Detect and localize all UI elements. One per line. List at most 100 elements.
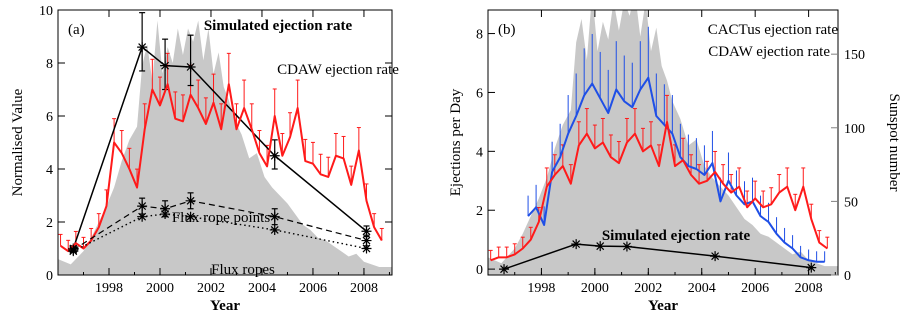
panel-letter: (a) xyxy=(68,22,85,38)
y2-tick-label: 50 xyxy=(844,195,858,210)
x-tick-label: 2002 xyxy=(634,281,662,296)
flux-ropes-line-marker xyxy=(137,211,148,222)
y2-axis-label: Sunspot number xyxy=(886,94,902,192)
y2-tick-label: 150 xyxy=(844,48,865,63)
y2-tick-label: 0 xyxy=(844,269,851,284)
flux-ropes-line-marker-glyph xyxy=(68,246,79,257)
sunspot-area xyxy=(58,20,392,275)
simulated-line-marker-glyph xyxy=(137,42,148,53)
flux-ropes-line-marker xyxy=(361,243,372,254)
x-tick-label: 2004 xyxy=(688,281,716,296)
y-tick-label: 2 xyxy=(46,216,53,231)
flux-rope-points-line-marker-glyph xyxy=(269,211,280,222)
plot-frame xyxy=(487,9,839,276)
simulated-line-marker xyxy=(621,241,632,252)
y-tick-label: 8 xyxy=(46,57,53,72)
cdaw-line xyxy=(59,83,383,253)
x-tick-label: 2004 xyxy=(248,281,276,296)
annotation-cdaw-ejection-rate: CDAW ejection rate xyxy=(708,44,830,60)
y-tick-label: 0 xyxy=(476,263,483,278)
y-tick-label: 8 xyxy=(476,28,483,43)
simulated-line-marker xyxy=(499,264,510,275)
y-axis-label: Normalised Value xyxy=(10,88,26,196)
simulated-line-marker xyxy=(571,239,582,250)
flux-ropes-line-marker-glyph xyxy=(137,211,148,222)
panel-letter: (b) xyxy=(498,22,516,38)
flux-ropes-line-marker-glyph xyxy=(361,243,372,254)
simulated-line-marker-glyph xyxy=(499,264,510,275)
annotation-flux-ropes: Flux ropes xyxy=(211,262,275,278)
cactus-line xyxy=(527,76,825,263)
y-tick-label: 10 xyxy=(39,4,53,19)
y-tick-label: 4 xyxy=(46,163,53,178)
annotation-flux-rope-points: Flux rope points xyxy=(172,210,270,226)
flux-ropes-line-marker xyxy=(185,211,196,222)
x-tick-label: 2000 xyxy=(146,281,174,296)
flux-rope-points-line-marker xyxy=(160,203,171,214)
x-axis-label: Year xyxy=(210,298,240,314)
simulated-line-marker xyxy=(160,60,171,71)
flux-ropes-line xyxy=(72,213,367,252)
flux-ropes-line-marker xyxy=(68,246,79,257)
x-tick-label: 2008 xyxy=(350,281,378,296)
y-tick-label: 4 xyxy=(476,145,483,160)
simulated-line-marker-glyph xyxy=(710,251,721,262)
simulated-line-marker xyxy=(595,241,606,252)
simulated-line xyxy=(72,46,367,249)
simulated-line-marker-glyph xyxy=(621,241,632,252)
flux-rope-points-line-marker xyxy=(361,235,372,246)
x-tick-label: 2006 xyxy=(299,281,327,296)
simulated-line-marker-glyph xyxy=(595,241,606,252)
plot-frame xyxy=(57,9,393,276)
simulated-line-marker-glyph xyxy=(185,61,196,72)
cdaw-line xyxy=(490,120,828,262)
simulated-line-marker xyxy=(710,251,721,262)
x-tick-label: 2002 xyxy=(197,281,225,296)
x-tick-label: 2008 xyxy=(795,281,823,296)
flux-rope-points-line-marker xyxy=(185,195,196,206)
annotation-simulated-ejection-rate: Simulated ejection rate xyxy=(602,228,751,244)
flux-ropes-line-marker xyxy=(269,224,280,235)
simulated-line-marker xyxy=(361,226,372,237)
simulated-line-marker-glyph xyxy=(571,239,582,250)
y-tick-label: 6 xyxy=(476,86,483,101)
flux-rope-points-line-marker xyxy=(137,201,148,212)
y2-tick-label: 100 xyxy=(844,122,865,137)
panel-a: 1998 2000 2002 2004 2006 2008 0 2 4 6 8 10 Year Norma… xyxy=(10,4,399,314)
flux-rope-points-line-marker xyxy=(269,211,280,222)
annotation-simulated-ejection-rate: Simulated ejection rate xyxy=(204,18,353,34)
y-tick-label: 0 xyxy=(46,269,53,284)
x-tick-label: 1998 xyxy=(95,281,123,296)
simulated-line-marker xyxy=(137,42,148,53)
simulated-line-marker xyxy=(185,61,196,72)
panel-b: 1998 2000 2002 2004 2006 2008 0 2 4 6 8 0 50 100 150 Su… xyxy=(448,9,902,314)
simulated-line-marker-glyph xyxy=(269,150,280,161)
y-tick-label: 2 xyxy=(476,204,483,219)
plot-area xyxy=(58,12,392,275)
annotation-cdaw-ejection-rate: CDAW ejection rate xyxy=(277,62,399,78)
flux-ropes-line-marker-glyph xyxy=(185,211,196,222)
flux-ropes-line-marker-glyph xyxy=(160,209,171,220)
flux-rope-points-line xyxy=(72,200,367,251)
annotation-cactus-ejection-rate: CACTus ejection rate xyxy=(708,22,839,38)
simulated-line xyxy=(503,243,812,270)
simulated-line-marker-glyph xyxy=(361,226,372,237)
simulated-line-marker xyxy=(806,262,817,273)
flux-rope-points-line-marker-glyph xyxy=(185,195,196,206)
flux-rope-points-line-marker-glyph xyxy=(137,201,148,212)
flux-ropes-line-marker xyxy=(160,209,171,220)
simulated-line-marker-glyph xyxy=(160,60,171,71)
flux-ropes-line-marker-glyph xyxy=(269,224,280,235)
flux-rope-points-line-marker-glyph xyxy=(361,235,372,246)
flux-rope-points-line-marker-glyph xyxy=(160,203,171,214)
plot-area xyxy=(488,10,838,275)
y-tick-label: 6 xyxy=(46,110,53,125)
x-tick-label: 2000 xyxy=(581,281,609,296)
simulated-line-marker-glyph xyxy=(806,262,817,273)
x-tick-label: 1998 xyxy=(527,281,555,296)
y-axis-label: Ejections per Day xyxy=(448,88,464,196)
x-tick-label: 2006 xyxy=(741,281,769,296)
simulated-line-marker xyxy=(269,150,280,161)
x-axis-label: Year xyxy=(648,298,678,314)
